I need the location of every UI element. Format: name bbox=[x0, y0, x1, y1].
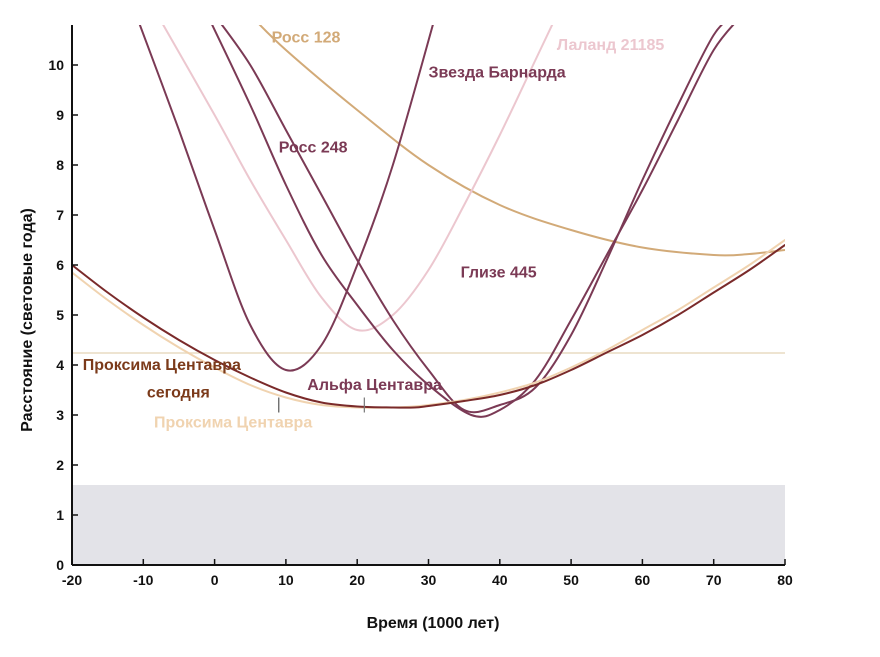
x-tick-label: 40 bbox=[492, 572, 508, 588]
star-label-6: Проксима Центавра bbox=[83, 357, 241, 374]
star-label-1: Росс 128 bbox=[272, 30, 341, 47]
series-line-6 bbox=[72, 239, 785, 409]
star-label-3: Звезда Барнарда bbox=[429, 65, 566, 82]
y-tick-label: 10 bbox=[48, 57, 64, 73]
x-tick-label: -10 bbox=[133, 572, 153, 588]
x-tick-label: 80 bbox=[777, 572, 793, 588]
x-tick-label: 50 bbox=[563, 572, 579, 588]
x-tick-label: 10 bbox=[278, 572, 294, 588]
x-tick-label: -20 bbox=[62, 572, 82, 588]
star-label-4: Росс 248 bbox=[279, 140, 348, 157]
x-tick-label: 60 bbox=[635, 572, 651, 588]
x-tick-label: 20 bbox=[349, 572, 365, 588]
y-tick-label: 8 bbox=[56, 157, 64, 173]
star-label-5: Глизе 445 bbox=[461, 265, 537, 282]
y-tick-label: 3 bbox=[56, 407, 64, 423]
x-tick-label: 0 bbox=[211, 572, 219, 588]
star-label-8: Альфа Центавра bbox=[307, 377, 442, 394]
y-tick-label: 0 bbox=[56, 557, 64, 573]
y-tick-label: 5 bbox=[56, 307, 64, 323]
series-line-3 bbox=[211, 25, 735, 418]
x-tick-label: 70 bbox=[706, 572, 722, 588]
y-tick-label: 7 bbox=[56, 207, 64, 223]
series-group bbox=[72, 25, 785, 418]
star-label-9: Проксима Центавра bbox=[154, 415, 312, 432]
y-axis-title: Расстояние (световые года) bbox=[19, 208, 36, 432]
series-line-4 bbox=[138, 25, 434, 372]
series-line-1 bbox=[258, 25, 785, 257]
y-tick-label: 9 bbox=[56, 107, 64, 123]
shaded-region bbox=[72, 485, 785, 565]
x-tick-label: 30 bbox=[421, 572, 437, 588]
y-tick-label: 4 bbox=[56, 357, 64, 373]
y-tick-label: 6 bbox=[56, 257, 64, 273]
y-tick-label: 2 bbox=[56, 457, 64, 473]
series-line-7 bbox=[72, 244, 785, 409]
y-tick-label: 1 bbox=[56, 507, 64, 523]
series-line-2 bbox=[162, 25, 554, 332]
x-axis-title: Время (1000 лет) bbox=[367, 615, 500, 632]
series-line-5 bbox=[220, 25, 724, 414]
star-label-7: сегодня bbox=[147, 385, 210, 402]
star-label-2: Лаланд 21185 bbox=[557, 37, 665, 54]
